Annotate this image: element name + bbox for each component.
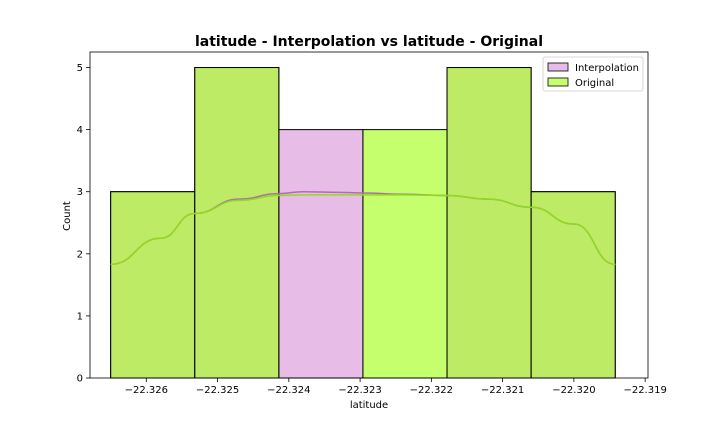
legend: Interpolation Original [542,56,644,92]
bar-interpolation-2 [278,129,364,379]
x-axis-label: latitude [350,400,388,411]
x-tick-label: −22.321 [481,385,524,396]
x-tick-label: −22.324 [267,385,310,396]
y-tick-label: 0 [77,374,83,385]
plot-frame [89,51,649,379]
chart-title: latitude - Interpolation vs latitude - O… [195,34,543,50]
x-tick-label: −22.326 [125,385,168,396]
y-tick-label: 2 [77,249,83,260]
legend-swatch-original [547,77,569,87]
x-tick-label: −22.325 [196,385,239,396]
legend-label-interpolation: Interpolation [575,63,639,74]
bar-original-3 [362,129,448,379]
bars-layer [110,67,616,379]
kde-layer [110,190,616,266]
legend-label-original: Original [575,78,614,89]
y-tick-label: 4 [77,125,83,136]
y-axis-ticks: 0 1 2 3 4 5 [77,63,90,385]
y-tick-label: 5 [77,63,83,74]
y-tick-label: 1 [77,311,83,322]
bar-original-1 [194,67,280,379]
kde-line-original [110,194,616,266]
x-tick-label: −22.320 [552,385,595,396]
y-axis-label: Count [62,201,73,231]
y-tick-label: 3 [77,187,83,198]
x-tick-label: −22.322 [410,385,453,396]
legend-swatch-interpolation [547,62,569,72]
bar-original-4 [446,67,532,379]
x-tick-label: −22.323 [338,385,381,396]
x-axis-ticks: −22.326 −22.325 −22.324 −22.323 −22.322 −22.3… [125,378,667,396]
bar-original-5 [530,191,616,379]
x-tick-label: −22.319 [623,385,666,396]
